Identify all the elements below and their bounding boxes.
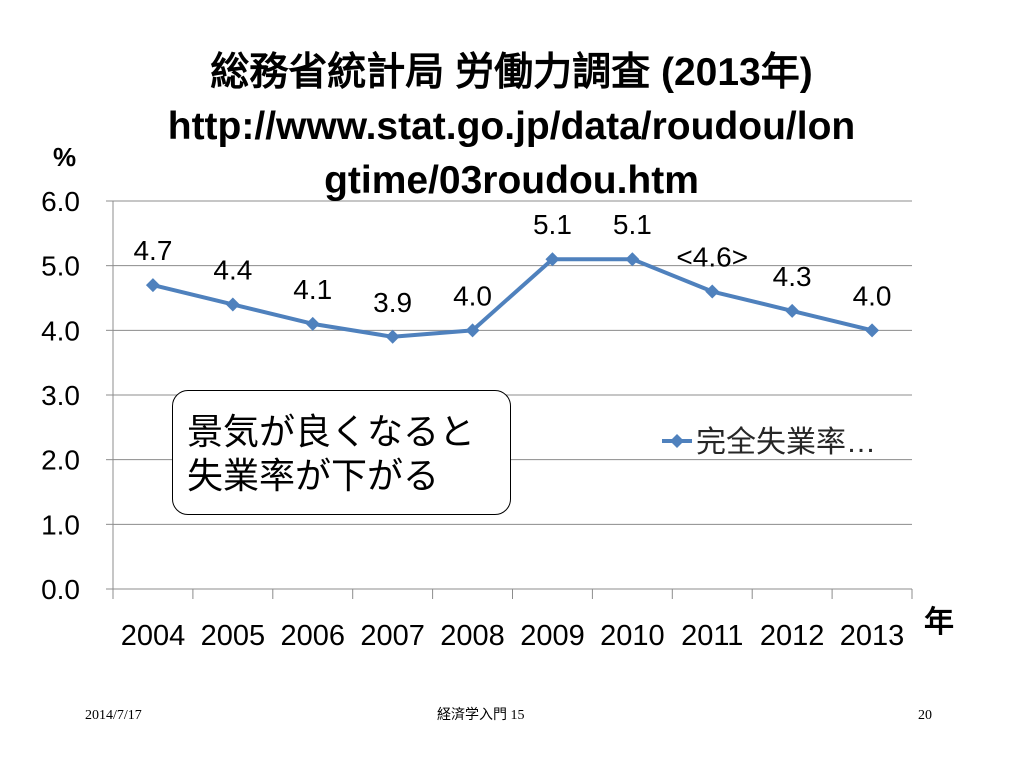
y-tick-label: 2.0	[41, 445, 80, 476]
data-label: 5.1	[613, 209, 652, 240]
data-point	[545, 252, 560, 267]
y-tick-labels: 0.0 1.0 2.0 3.0 4.0 5.0 6.0	[41, 186, 80, 605]
legend-label: 完全失業率…	[696, 426, 876, 459]
x-tick-label: 2012	[760, 620, 825, 652]
data-point	[465, 323, 480, 338]
data-label: 4.7	[133, 235, 172, 266]
series-line	[150, 257, 875, 339]
data-label: 4.0	[453, 280, 492, 311]
data-labels: 4.7 4.4 4.1 3.9 4.0 5.1 5.1 <4.6> 4.3 4.0	[133, 209, 891, 318]
footer-date: 2014/7/17	[85, 708, 142, 723]
data-label: <4.6>	[676, 242, 748, 273]
x-axis-unit-label: 年	[924, 606, 954, 639]
data-point	[865, 323, 880, 338]
y-axis-unit-label: %	[53, 142, 77, 172]
title-url-line: http://www.stat.go.jp/data/roudou/lon	[167, 105, 856, 148]
footer-page-number: 20	[918, 708, 932, 723]
data-label: 4.1	[293, 274, 332, 305]
legend-marker-swatch	[670, 434, 684, 448]
y-tick-label: 3.0	[41, 380, 80, 411]
x-tick-label: 2005	[201, 620, 266, 652]
y-tick-label: 5.0	[41, 251, 80, 282]
footer-course: 経済学入門 15	[437, 708, 525, 723]
data-label: 4.0	[853, 280, 892, 311]
y-tick-label: 1.0	[41, 509, 80, 540]
annotation-line: 景気が良くなると	[187, 411, 476, 452]
data-label: 4.3	[773, 261, 812, 292]
x-tick-label: 2011	[681, 620, 743, 652]
data-point	[305, 316, 320, 331]
annotation-callout: 景気が良くなると 失業率が下がる	[172, 390, 511, 515]
annotation-line: 失業率が下がる	[187, 455, 440, 496]
data-point	[625, 252, 640, 267]
slide-title: 総務省統計局 労働力調査 (2013年) http://www.stat.go.…	[0, 46, 1023, 208]
legend: 完全失業率…	[662, 426, 876, 459]
x-tick-label: 2007	[360, 620, 425, 652]
data-label: 5.1	[533, 209, 572, 240]
data-point	[385, 329, 400, 344]
data-label: 4.4	[213, 254, 252, 285]
title-url-line: gtime/03roudou.htm	[324, 159, 699, 202]
y-tick-label: 4.0	[41, 315, 80, 346]
x-tick-labels: 2004 2005 2006 2007 2008 2009 2010 2011 2012 2013	[121, 620, 905, 652]
y-tick-label: 6.0	[41, 186, 80, 217]
data-point	[785, 303, 800, 318]
data-point	[145, 278, 160, 293]
x-tick-label: 2013	[840, 620, 905, 652]
data-point	[705, 284, 720, 299]
series-0	[145, 252, 880, 344]
title-line: 総務省統計局 労働力調査 (2013年)	[210, 51, 813, 94]
data-label: 3.9	[373, 287, 412, 318]
x-tick-label: 2009	[520, 620, 585, 652]
y-tick-label: 0.0	[41, 574, 80, 605]
data-point	[225, 297, 240, 312]
axes	[106, 200, 913, 599]
x-tick-label: 2004	[121, 620, 186, 652]
x-tick-label: 2008	[440, 620, 505, 652]
x-tick-label: 2010	[600, 620, 665, 652]
x-tick-label: 2006	[280, 620, 345, 652]
